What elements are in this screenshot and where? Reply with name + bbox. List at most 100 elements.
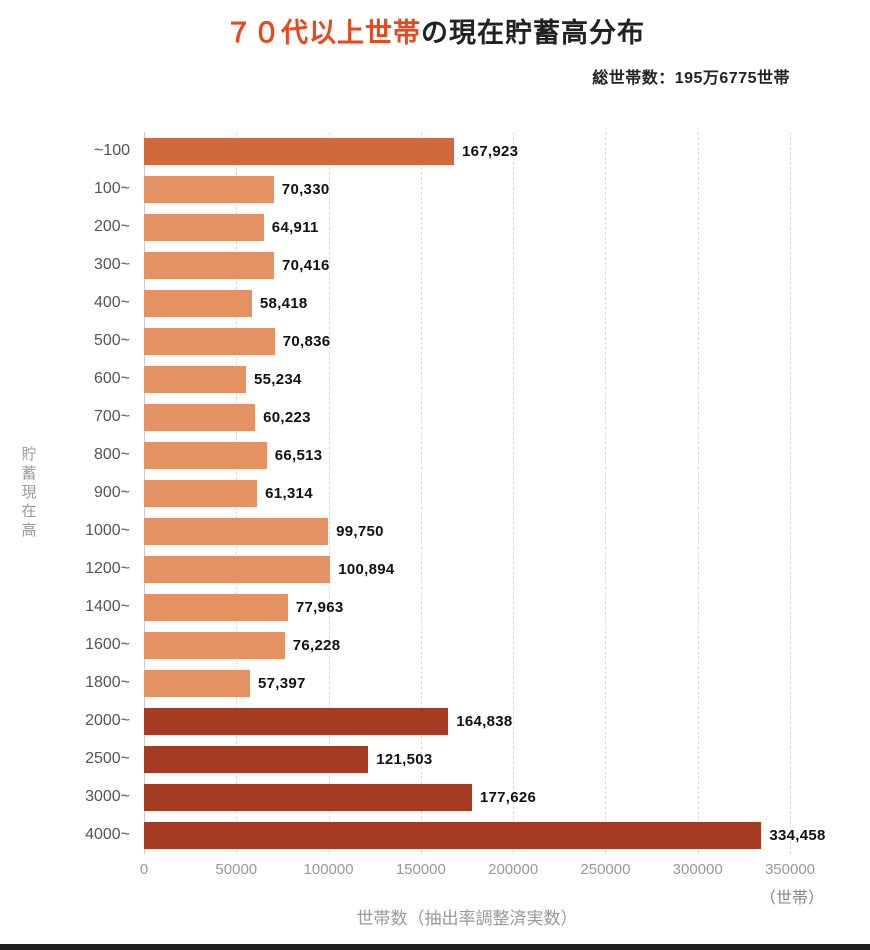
bar — [144, 251, 274, 279]
x-tick-label: 50000 — [215, 861, 258, 878]
x-unit-label: （世帯） — [759, 890, 824, 907]
x-axis: 0 50000 100000 150000 200000 250000 300000 3500… — [140, 854, 815, 882]
category-label: 1600~ — [85, 636, 130, 653]
y-axis-title: 貯蓄現在高 — [0, 132, 56, 854]
bar-track: 121,503 — [144, 740, 790, 778]
bar — [144, 631, 285, 659]
bar-row: 1800~ 57,397 — [56, 664, 790, 702]
bar — [144, 289, 252, 317]
y-axis-title-text: 貯蓄現在高 — [19, 445, 37, 541]
bar-row: 4000~ 334,458 — [56, 816, 825, 854]
bar-rows: ~100 167,923 100~ 70,330 200~ 64,911 300~ 70,41… — [56, 132, 825, 854]
bar-row: 800~ 66,513 — [56, 436, 790, 474]
gridline — [513, 132, 515, 854]
category-label: 2000~ — [85, 712, 130, 729]
bar-track: 64,911 — [144, 208, 790, 246]
bar — [144, 365, 246, 393]
chart: 貯蓄現在高 ~100 167,923 100~ 70,330 200~ 64,911 300… — [0, 132, 870, 882]
bar-row: 900~ 61,314 — [56, 474, 790, 512]
value-label: 66,513 — [274, 446, 323, 464]
bar-row: 1200~ 100,894 — [56, 550, 790, 588]
value-label: 77,963 — [295, 598, 344, 616]
category-label: 1200~ — [85, 560, 130, 577]
value-label: 70,836 — [282, 332, 331, 350]
bar-track: 99,750 — [144, 512, 790, 550]
category-label: 700~ — [93, 408, 130, 425]
value-label: 100,894 — [338, 560, 395, 578]
category-label: 900~ — [93, 484, 130, 501]
bar — [144, 555, 331, 583]
chart-title-highlight: ７０代以上世帯 — [225, 18, 421, 48]
value-label: 70,330 — [281, 180, 330, 198]
chart-title: ７０代以上世帯の現在貯蓄高分布 — [0, 0, 870, 52]
rows-wrap: ~100 167,923 100~ 70,330 200~ 64,911 300~ 70,41… — [56, 132, 825, 854]
value-label: 70,416 — [281, 256, 330, 274]
bar-track: 66,513 — [144, 436, 790, 474]
x-tick-label: 350000 — [764, 861, 816, 878]
value-label: 167,923 — [461, 142, 519, 160]
bar-row: 1600~ 76,228 — [56, 626, 790, 664]
gridline — [790, 132, 791, 854]
bar-track: 334,458 — [144, 816, 825, 854]
chart-title-rest: の現在貯蓄高分布 — [421, 18, 645, 48]
bar-row: 400~ 58,418 — [56, 284, 790, 322]
value-label: 60,223 — [263, 408, 311, 426]
bar-track: 77,963 — [144, 588, 790, 626]
bar — [144, 327, 275, 355]
bar-row: 1000~ 99,750 — [56, 512, 790, 550]
bar-track: 70,330 — [144, 170, 790, 208]
bar — [144, 403, 256, 431]
category-label: 200~ — [93, 218, 130, 235]
bar — [144, 821, 762, 849]
x-tick-label: 250000 — [580, 861, 631, 878]
bar — [144, 669, 250, 697]
x-tick-label: 0 — [139, 861, 149, 878]
value-label: 55,234 — [253, 370, 302, 388]
bar-track: 61,314 — [144, 474, 790, 512]
bar-track: 164,838 — [144, 702, 790, 740]
bar-row: 3000~ 177,626 — [56, 778, 790, 816]
category-label: 1400~ — [85, 598, 130, 615]
chart-subtitle: 総世帯数：195万6775世帯 — [592, 70, 790, 87]
value-label: 57,397 — [257, 674, 306, 692]
category-label: 300~ — [93, 256, 130, 273]
category-label: 1000~ — [85, 522, 130, 539]
value-label: 76,228 — [292, 636, 341, 654]
category-label: 800~ — [93, 446, 130, 463]
value-label: 61,314 — [265, 484, 313, 502]
bar — [144, 213, 264, 241]
category-label: 2500~ — [85, 750, 130, 767]
bar-track: 177,626 — [144, 778, 790, 816]
gridline — [697, 132, 699, 854]
x-tick-label: 200000 — [488, 861, 539, 878]
x-axis-title: 世帯数（抽出率調整済実数） — [356, 909, 578, 928]
category-label: 1800~ — [85, 674, 130, 691]
bar-track: 58,418 — [144, 284, 790, 322]
value-label: 177,626 — [479, 788, 537, 806]
category-label: 600~ — [93, 370, 130, 387]
category-label: 500~ — [93, 332, 130, 349]
bar-track: 60,223 — [144, 398, 790, 436]
bar-track: 57,397 — [144, 664, 790, 702]
bar — [144, 593, 288, 621]
gridline — [420, 132, 422, 854]
category-label: ~100 — [93, 142, 130, 159]
bar-track: 76,228 — [144, 626, 790, 664]
value-label: 164,838 — [456, 712, 513, 730]
bar-track: 100,894 — [144, 550, 790, 588]
bar-row: 600~ 55,234 — [56, 360, 790, 398]
gridline — [328, 132, 330, 854]
bar — [144, 745, 369, 773]
bar-row: 500~ 70,836 — [56, 322, 790, 360]
value-label: 64,911 — [271, 218, 319, 236]
bar — [144, 783, 472, 811]
x-tick-label: 150000 — [395, 861, 446, 878]
bar-row: 100~ 70,330 — [56, 170, 790, 208]
bar — [144, 441, 267, 469]
bar-row: ~100 167,923 — [56, 132, 790, 170]
category-label: 100~ — [93, 180, 130, 197]
bar-row: 1400~ 77,963 — [56, 588, 790, 626]
bar — [144, 479, 258, 507]
value-label: 334,458 — [769, 826, 826, 844]
value-label: 99,750 — [336, 522, 384, 540]
